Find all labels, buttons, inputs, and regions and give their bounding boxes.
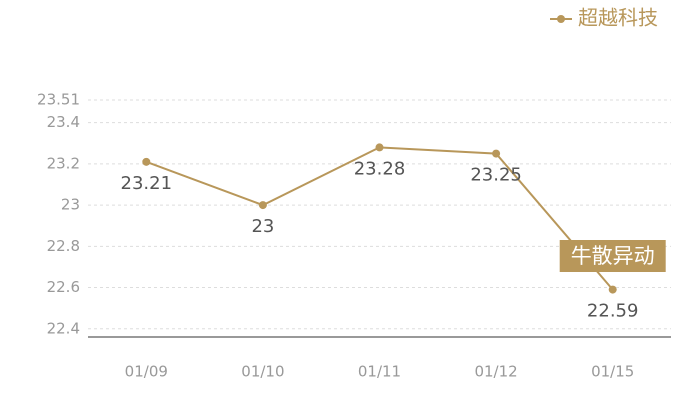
data-point <box>492 149 501 158</box>
y-tick-label: 23.2 <box>47 154 80 172</box>
data-label: 22.59 <box>587 301 639 322</box>
x-tick-label: 01/15 <box>591 363 634 381</box>
x-tick-label: 01/12 <box>474 363 517 381</box>
y-tick-label: 23 <box>61 196 80 214</box>
annotation-text: 牛散异动 <box>571 244 655 268</box>
y-tick-label: 22.4 <box>47 319 80 337</box>
x-tick-label: 01/10 <box>241 363 284 381</box>
x-tick-label: 01/09 <box>125 363 168 381</box>
data-point <box>375 143 384 152</box>
y-tick-label: 23.4 <box>47 113 80 131</box>
data-label: 23 <box>251 216 274 237</box>
data-label: 23.28 <box>354 158 406 179</box>
y-tick-label: 22.6 <box>47 278 80 296</box>
data-point <box>142 157 151 166</box>
y-tick-label: 23.51 <box>37 91 80 109</box>
legend-label: 超越科技 <box>578 6 658 30</box>
legend-marker <box>557 15 565 23</box>
x-tick-label: 01/11 <box>358 363 401 381</box>
data-point <box>608 285 617 294</box>
data-label: 23.21 <box>121 173 173 194</box>
annotation-box <box>559 240 666 272</box>
data-point <box>258 201 267 210</box>
y-tick-label: 22.8 <box>47 237 80 255</box>
data-label: 23.25 <box>470 165 522 186</box>
